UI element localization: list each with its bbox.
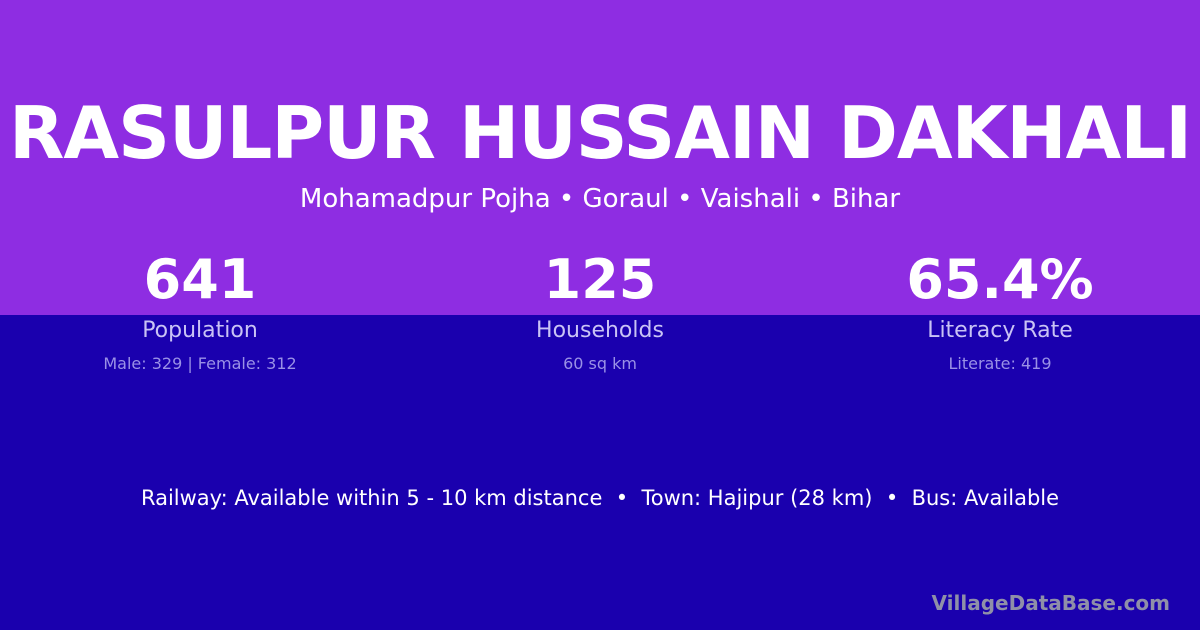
- access-info: Railway: Available within 5 - 10 km dist…: [140, 486, 1060, 510]
- header-band: [0, 0, 1200, 315]
- location-breadcrumb: Mohamadpur Pojha • Goraul • Vaishali • B…: [299, 184, 901, 214]
- stat-value: 65.4%: [906, 248, 1094, 311]
- stat-detail: 60 sq km: [563, 354, 637, 373]
- stat-households: 125 Households 60 sq km: [400, 248, 800, 374]
- stat-value: 125: [543, 248, 657, 311]
- stat-detail: Literate: 419: [948, 354, 1052, 373]
- watermark: VillageDataBase.com: [931, 591, 1170, 615]
- stat-detail: Male: 329 | Female: 312: [103, 354, 297, 373]
- stat-literacy: 65.4% Literacy Rate Literate: 419: [800, 248, 1200, 374]
- village-title: RASULPUR HUSSAIN DAKHALI: [8, 91, 1192, 175]
- stat-population: 641 Population Male: 329 | Female: 312: [0, 248, 400, 374]
- stat-label: Population: [142, 318, 258, 343]
- stat-value: 641: [143, 248, 257, 311]
- stat-label: Households: [536, 318, 664, 343]
- stat-label: Literacy Rate: [927, 318, 1073, 343]
